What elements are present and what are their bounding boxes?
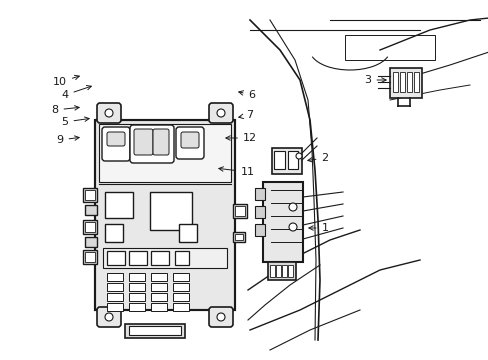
Bar [269,265,274,277]
Bar [129,293,145,301]
Bar [232,204,246,218]
Bar [151,293,167,301]
Bar [263,182,303,262]
Bar [273,151,285,169]
FancyBboxPatch shape [130,125,174,163]
Text: 9: 9 [56,135,79,145]
Bar [85,222,95,232]
Bar [179,224,197,242]
Bar [83,250,97,264]
Bar [173,283,189,291]
Circle shape [295,153,302,159]
Text: 7: 7 [238,110,253,120]
FancyBboxPatch shape [208,103,232,123]
Bar [232,232,244,242]
Bar [254,188,264,200]
Bar [150,192,192,230]
FancyBboxPatch shape [176,127,203,159]
Bar [129,326,181,335]
Bar [107,251,125,265]
Bar [392,72,397,92]
Bar [99,124,230,182]
FancyBboxPatch shape [181,132,199,148]
Bar [173,293,189,301]
Bar [173,303,189,311]
Circle shape [288,203,296,211]
Text: 6: 6 [238,90,255,100]
Bar [235,234,243,240]
Bar [83,188,97,202]
Bar [85,190,95,200]
Bar [267,262,295,280]
FancyBboxPatch shape [153,129,169,155]
Bar [151,283,167,291]
Text: 5: 5 [61,117,89,127]
Text: 8: 8 [51,105,79,115]
Bar [287,151,297,169]
Bar [413,72,418,92]
Bar [125,324,184,338]
Bar [399,72,404,92]
Circle shape [288,223,296,231]
Bar [151,273,167,281]
Text: 12: 12 [225,133,257,143]
Bar [95,120,235,310]
FancyBboxPatch shape [97,307,121,327]
Bar [129,273,145,281]
Bar [173,273,189,281]
Bar [85,252,95,262]
Bar [107,293,123,301]
Bar [95,120,235,310]
Bar [107,303,123,311]
Bar [129,251,147,265]
Bar [85,205,97,215]
Circle shape [105,109,113,117]
Bar [275,265,281,277]
FancyBboxPatch shape [208,307,232,327]
Bar [151,251,169,265]
Circle shape [217,313,224,321]
Text: 11: 11 [219,167,254,177]
FancyBboxPatch shape [107,132,125,146]
Text: 3: 3 [364,75,386,85]
Bar [107,273,123,281]
Text: 2: 2 [307,153,328,163]
Bar [175,251,189,265]
Text: 4: 4 [61,86,91,100]
FancyBboxPatch shape [97,103,121,123]
Bar [282,265,286,277]
Bar [129,303,145,311]
Bar [235,206,244,216]
FancyBboxPatch shape [134,129,153,155]
Bar [129,283,145,291]
Bar [254,206,264,218]
Bar [107,283,123,291]
Bar [85,237,97,247]
Bar [389,68,421,98]
Bar [254,224,264,236]
Bar [151,303,167,311]
Bar [105,224,123,242]
Circle shape [217,109,224,117]
Text: 10: 10 [53,75,79,87]
Bar [406,72,411,92]
Circle shape [105,313,113,321]
Bar [83,220,97,234]
Bar [105,192,133,218]
Bar [345,35,434,60]
Text: 1: 1 [308,223,328,233]
Bar [103,248,226,268]
Bar [287,265,292,277]
FancyBboxPatch shape [102,127,130,161]
Bar [271,148,302,174]
